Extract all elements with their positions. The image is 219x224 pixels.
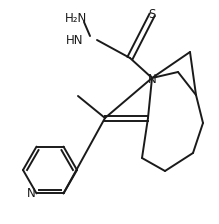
Text: N: N [27,187,35,200]
Text: H₂N: H₂N [65,11,87,24]
Text: HN: HN [65,34,83,47]
Text: S: S [148,7,156,21]
Text: N: N [148,73,156,86]
